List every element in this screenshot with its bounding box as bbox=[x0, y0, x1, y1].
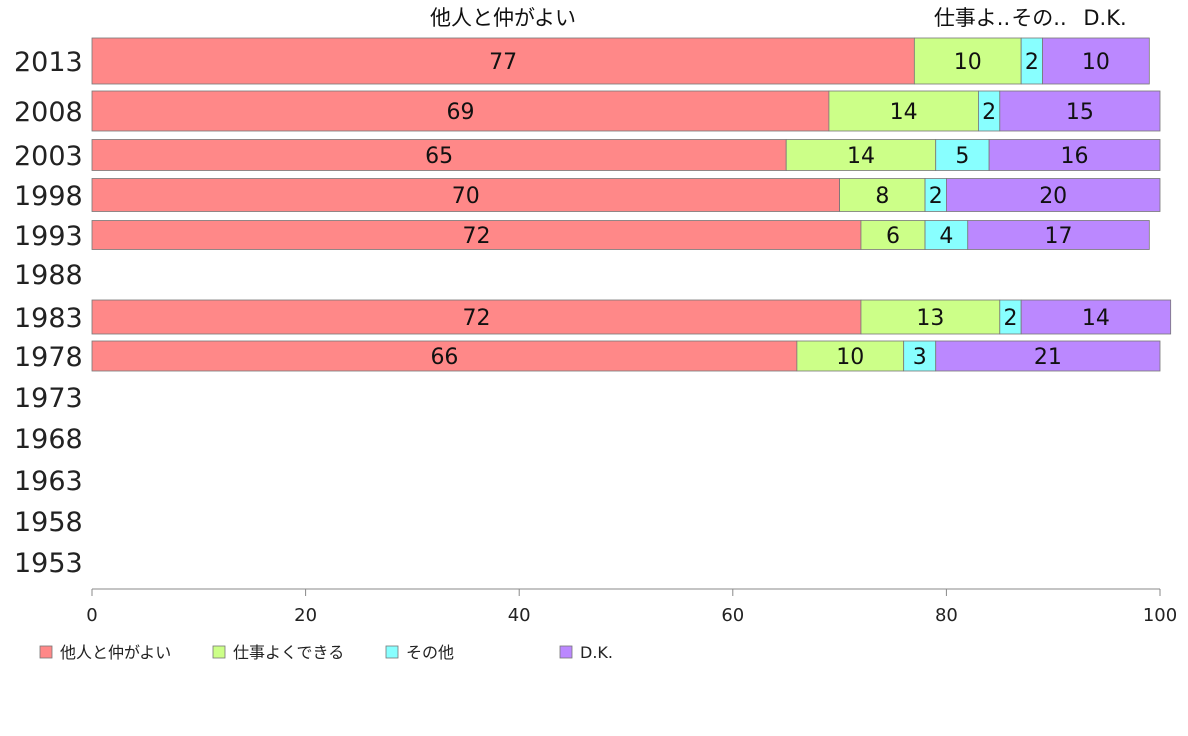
x-tick-label: 80 bbox=[935, 605, 958, 626]
legend-label: 仕事よくできる bbox=[233, 643, 344, 662]
year-label: 1998 bbox=[14, 181, 83, 212]
bar-value-label: 5 bbox=[955, 144, 969, 169]
bar-value-label: 72 bbox=[462, 224, 490, 249]
year-label: 2008 bbox=[14, 97, 83, 128]
bar-segment bbox=[1042, 37, 1150, 85]
bar-value-label: 15 bbox=[1066, 100, 1094, 125]
bar-value-label: 17 bbox=[1045, 224, 1073, 249]
bar-segment bbox=[860, 299, 1001, 335]
bar-value-label: 2 bbox=[1025, 50, 1039, 75]
bar-segment bbox=[988, 139, 1161, 171]
year-labels: 2013 2008 2003 1998 1993 1988 1983 1978 1973 1968… bbox=[14, 47, 83, 579]
x-tick-label: 20 bbox=[294, 605, 317, 626]
bar-segment bbox=[1020, 299, 1172, 335]
legend-label: 他人と仲がよい bbox=[60, 643, 171, 662]
top-series-label: 他人と仲がよい bbox=[430, 6, 576, 30]
bar-segment bbox=[999, 90, 1161, 132]
legend-label: D.K. bbox=[580, 643, 613, 662]
bar-segment bbox=[924, 220, 969, 250]
top-series-label: D.K. bbox=[1083, 6, 1126, 30]
bar-value-label: 72 bbox=[462, 306, 490, 331]
year-label: 1963 bbox=[14, 466, 83, 497]
bar-segment bbox=[967, 220, 1150, 250]
bar-value-label: 14 bbox=[1082, 306, 1110, 331]
bar-segment bbox=[785, 139, 937, 171]
legend-swatch bbox=[212, 645, 226, 659]
bar-value-label: 4 bbox=[939, 224, 953, 249]
bar-value-label: 21 bbox=[1034, 345, 1062, 370]
bar-segment bbox=[91, 139, 787, 171]
year-label: 1978 bbox=[14, 342, 83, 373]
legend-swatch bbox=[385, 645, 399, 659]
year-label: 1968 bbox=[14, 424, 83, 455]
bar-value-label: 10 bbox=[836, 345, 864, 370]
bar-value-label: 10 bbox=[1082, 50, 1110, 75]
bar-segment bbox=[946, 178, 1161, 212]
bar-value-label: 65 bbox=[425, 144, 453, 169]
year-label: 2003 bbox=[14, 141, 83, 172]
bar-value-label: 13 bbox=[916, 306, 944, 331]
bar-value-label: 66 bbox=[430, 345, 458, 370]
bar-value-label: 14 bbox=[890, 100, 918, 125]
bar-value-label: 77 bbox=[489, 50, 517, 75]
bar-segment bbox=[91, 299, 862, 335]
bar-segment bbox=[860, 220, 926, 250]
year-label: 1983 bbox=[14, 303, 83, 334]
year-label: 1993 bbox=[14, 221, 83, 252]
year-label: 1953 bbox=[14, 548, 83, 579]
year-label: 1988 bbox=[14, 260, 83, 291]
bar-segment bbox=[796, 340, 905, 372]
top-series-label: 仕事よ.. bbox=[934, 6, 1010, 30]
year-label: 1958 bbox=[14, 507, 83, 538]
bar-value-label: 2 bbox=[982, 100, 996, 125]
bar-segment bbox=[935, 139, 990, 171]
year-label: 2013 bbox=[14, 47, 83, 78]
bar-segment bbox=[828, 90, 979, 132]
bar-value-label: 16 bbox=[1061, 144, 1089, 169]
top-series-labels: 他人と仲がよい 仕事よ.. その.. D.K. bbox=[430, 6, 1127, 30]
x-tick-label: 100 bbox=[1143, 605, 1177, 626]
legend-swatch bbox=[559, 645, 573, 659]
x-tick-label: 60 bbox=[721, 605, 744, 626]
bar-segment bbox=[91, 178, 840, 212]
year-label: 1973 bbox=[14, 383, 83, 414]
bar-value-label: 2 bbox=[929, 184, 943, 209]
bar-value-label: 70 bbox=[452, 184, 480, 209]
x-axis: 0 20 40 60 80 100 bbox=[86, 588, 1177, 626]
bar-segment bbox=[839, 178, 926, 212]
bar-value-label: 6 bbox=[886, 224, 900, 249]
bar-segment bbox=[91, 37, 915, 85]
bar-segment bbox=[913, 37, 1022, 85]
bar-value-label: 69 bbox=[446, 100, 474, 125]
bar-value-label: 2 bbox=[1003, 306, 1017, 331]
x-tick-label: 0 bbox=[86, 605, 97, 626]
x-tick-label: 40 bbox=[508, 605, 531, 626]
bar-value-label: 10 bbox=[954, 50, 982, 75]
bar-segment bbox=[935, 340, 1161, 372]
legend-swatch bbox=[39, 645, 53, 659]
bar-value-label: 20 bbox=[1039, 184, 1067, 209]
bar-segment bbox=[91, 220, 862, 250]
bar-segment bbox=[91, 90, 830, 132]
bar-segment bbox=[91, 340, 798, 372]
bar-value-label: 14 bbox=[847, 144, 875, 169]
legend-label: その他 bbox=[406, 643, 454, 662]
legend: 他人と仲がよい 仕事よくできる その他 D.K. bbox=[39, 643, 613, 662]
bar-value-label: 8 bbox=[875, 184, 889, 209]
bar-value-label: 3 bbox=[913, 345, 927, 370]
top-series-label: その.. bbox=[1011, 6, 1066, 30]
